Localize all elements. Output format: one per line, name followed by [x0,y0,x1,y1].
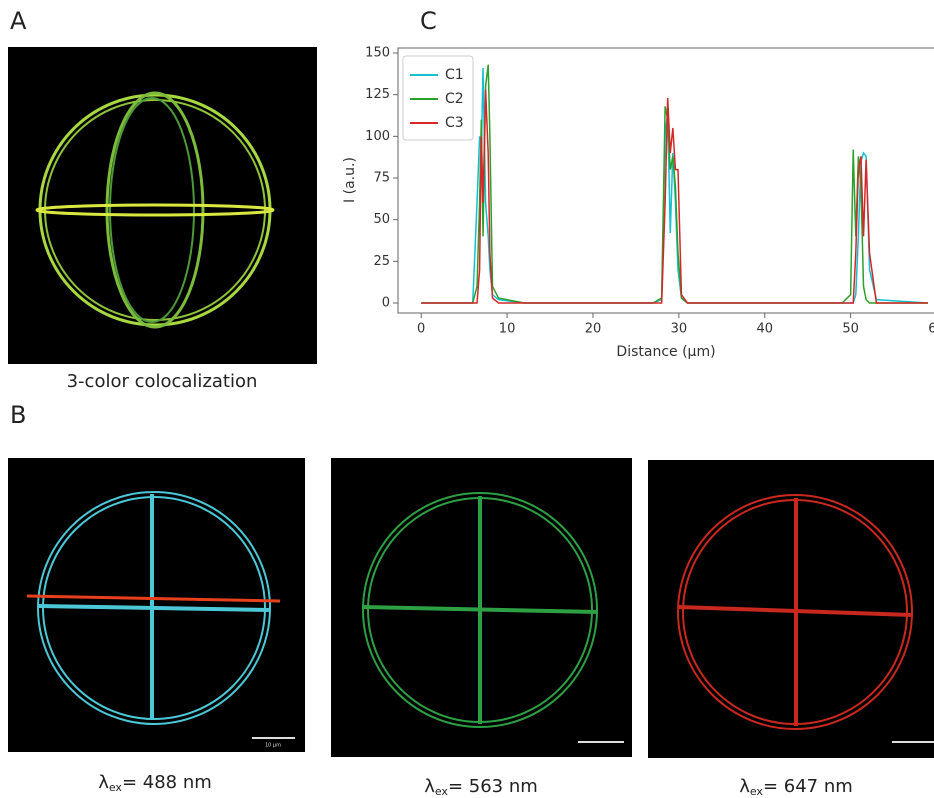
symbol: λ [424,776,435,797]
line-series [421,89,928,304]
x-tick-label: 20 [585,322,602,337]
x-tick-label: 50 [842,322,859,337]
y-tick-label: 25 [373,254,390,269]
subscript: ex [435,785,449,798]
y-tick-label: 125 [365,87,390,102]
legend-label: C3 [445,115,464,131]
x-tick-label: 30 [671,322,688,337]
caption-text: = 647 nm [763,776,853,797]
y-tick-label: 50 [373,212,390,227]
panel-label: B [10,401,26,429]
y-tick-label: 150 [365,46,390,61]
y-tick-label: 100 [365,129,390,144]
legend-label: C2 [445,91,464,107]
subscript: ex [750,785,764,798]
x-axis-label: Distance (μm) [616,344,715,360]
symbol: λ [739,776,750,797]
panel-label: C [420,7,437,35]
caption-text: = 488 nm [122,772,212,793]
caption: λex= 488 nm [98,772,212,794]
image-a [8,47,317,364]
panel-label: A [10,7,27,35]
legend-label: C1 [445,67,464,83]
y-tick-label: 0 [382,296,390,311]
caption: 3-color colocalization [67,371,258,392]
y-axis-label: I (a.u.) [342,157,358,203]
x-tick-label: 0 [417,322,425,337]
caption: λex= 563 nm [424,776,538,798]
subscript: ex [109,781,123,794]
line-series [421,64,928,304]
plot-frame [397,47,934,314]
y-tick-label: 75 [373,171,390,186]
image-b2 [331,458,632,757]
x-tick-label: 60 [928,322,934,337]
symbol: λ [98,772,109,793]
x-tick-label: 10 [499,322,516,337]
caption: λex= 647 nm [739,776,853,798]
image-b1 [8,458,305,752]
caption-text: = 563 nm [448,776,538,797]
image-b3 [648,460,934,758]
x-tick-label: 40 [756,322,773,337]
scale-bar-label: 10 μm [265,743,281,749]
line-series [421,67,928,304]
